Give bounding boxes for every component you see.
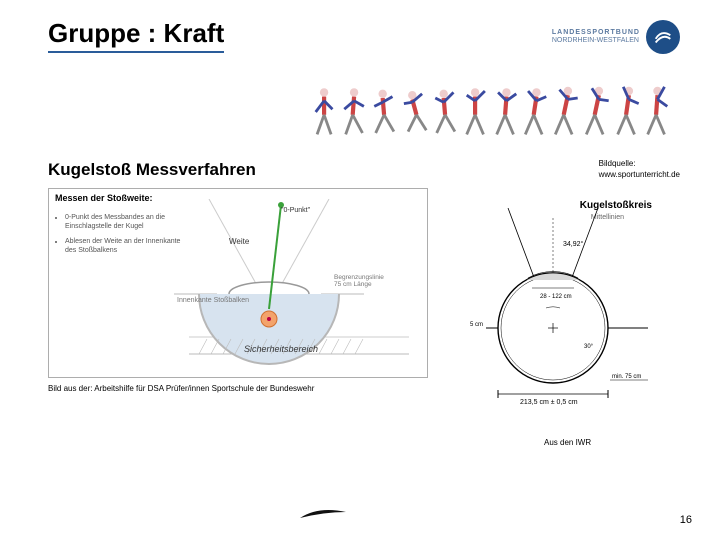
skeleton-sequence [310, 84, 670, 140]
logo-line1: LANDESSPORTBUND [552, 29, 640, 37]
svg-text:min. 75 cm: min. 75 cm [612, 374, 641, 380]
svg-text:5 cm: 5 cm [470, 322, 483, 328]
source-label: Bildquelle: [599, 158, 680, 169]
skeleton-frame [521, 84, 549, 140]
label-innenkante: Innenkante Stoßbalken [177, 297, 249, 304]
title-row: Gruppe : Kraft LANDESSPORTBUND NORDRHEIN… [48, 18, 680, 54]
caption-left: Bild aus der: Arbeitshilfe für DSA Prüfe… [48, 384, 314, 393]
caption-right: Aus den IWR [544, 438, 591, 447]
skeleton-frame [642, 84, 670, 140]
bullet-item: 0-Punkt des Messbandes an die Einschlags… [65, 213, 185, 231]
skeleton-frame [431, 84, 459, 140]
svg-text:30°: 30° [584, 344, 594, 350]
skeleton-frame [551, 84, 579, 140]
skeleton-frame [370, 84, 398, 140]
diagram-measuring: Messen der Stoßweite: 0-Punkt des Messba… [48, 188, 428, 378]
skeleton-frame [582, 84, 610, 140]
logo-icon [646, 20, 680, 54]
footer-swoosh-icon [298, 504, 348, 522]
logo: LANDESSPORTBUND NORDRHEIN-WESTFALEN [552, 20, 680, 54]
skeleton-frame [310, 84, 338, 140]
diagram-left-heading: Messen der Stoßweite: [55, 193, 153, 203]
subtitle: Kugelstoß Messverfahren [48, 160, 256, 180]
label-begrenz: Begrenzungslinie 75 cm Länge [334, 274, 384, 288]
svg-text:28 - 122 cm: 28 - 122 cm [540, 294, 572, 300]
skeleton-frame [401, 84, 429, 140]
skeleton-frame [340, 84, 368, 140]
page-title: Gruppe : Kraft [48, 18, 224, 53]
label-opunkt: "0-Punkt" [281, 207, 310, 214]
label-begrenz-l1: Begrenzungslinie [334, 274, 384, 281]
svg-text:213,5 cm ± 0,5 cm: 213,5 cm ± 0,5 cm [520, 399, 578, 406]
skeleton-frame [491, 84, 519, 140]
logo-text: LANDESSPORTBUND NORDRHEIN-WESTFALEN [552, 29, 640, 44]
source-url: www.sportunterricht.de [599, 169, 680, 180]
subtitle-row: Kugelstoß Messverfahren Bildquelle: www.… [48, 158, 680, 180]
diagram-row: Messen der Stoßweite: 0-Punkt des Messba… [48, 188, 680, 408]
image-source: Bildquelle: www.sportunterricht.de [599, 158, 680, 180]
label-sicherheit: Sicherheitsbereich [244, 344, 318, 354]
skeleton-frame [612, 84, 640, 140]
logo-line2: NORDRHEIN-WESTFALEN [552, 37, 640, 45]
diagram-right-svg: 34,92° 28 - 122 cm 5 cm 30° min. 75 cm 2… [448, 208, 658, 408]
diagram-circle: Kugelstoßkreis Mittellinien [448, 188, 680, 408]
skeleton-frame [461, 84, 489, 140]
diagram-left-bullets: 0-Punkt des Messbandes an die Einschlags… [55, 213, 185, 261]
page-number: 16 [680, 514, 692, 526]
svg-text:34,92°: 34,92° [563, 240, 584, 248]
label-weite: Weite [229, 237, 249, 246]
bullet-item: Ablesen der Weite an der Innenkante des … [65, 237, 185, 255]
label-begrenz-l2: 75 cm Länge [334, 281, 372, 288]
slide: Gruppe : Kraft LANDESSPORTBUND NORDRHEIN… [0, 0, 720, 540]
